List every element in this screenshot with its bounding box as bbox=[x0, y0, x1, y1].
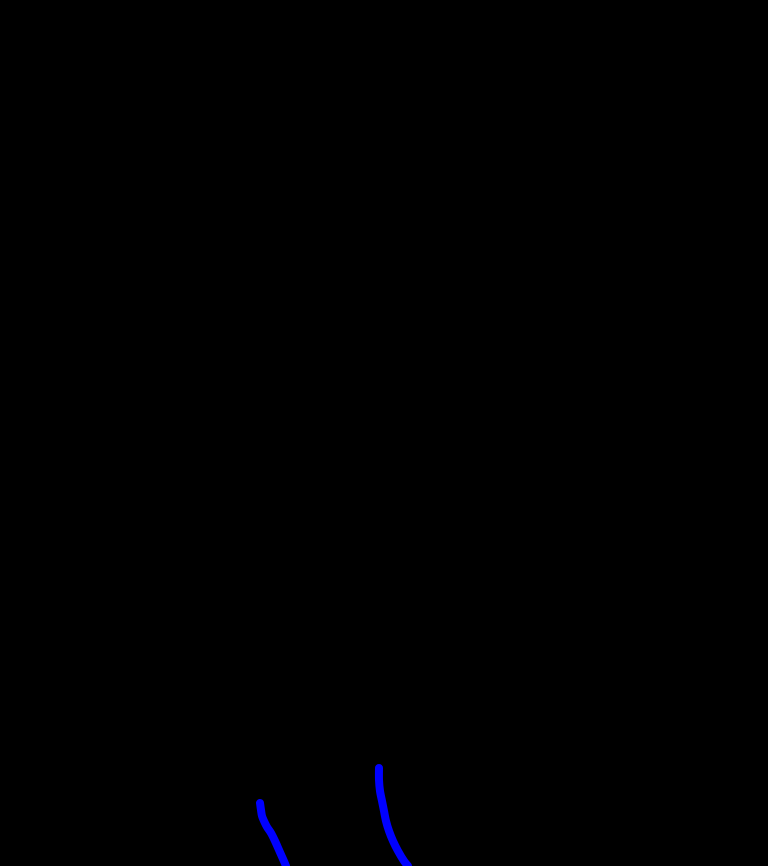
stroke-left bbox=[256, 799, 290, 866]
stroke-right bbox=[374, 764, 412, 866]
stroke-layer bbox=[256, 764, 412, 866]
